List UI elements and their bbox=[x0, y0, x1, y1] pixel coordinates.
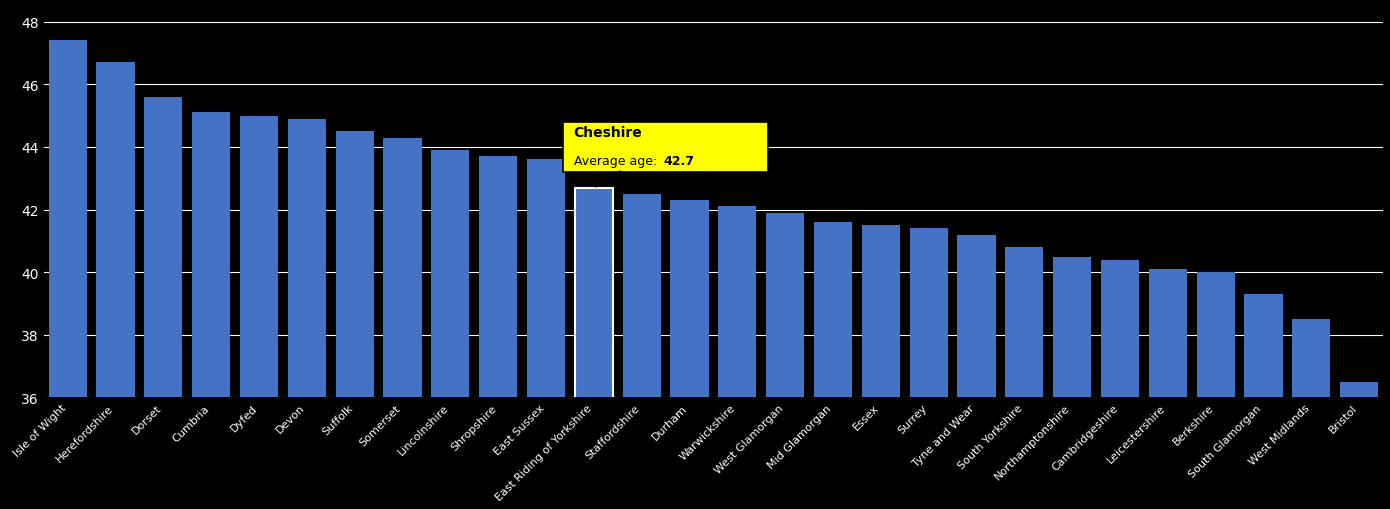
Bar bbox=[766, 213, 805, 509]
Bar bbox=[145, 98, 182, 509]
Bar bbox=[288, 120, 327, 509]
Bar bbox=[815, 222, 852, 509]
Bar bbox=[1148, 270, 1187, 509]
Bar bbox=[958, 235, 995, 509]
Bar bbox=[335, 132, 374, 509]
Bar bbox=[480, 157, 517, 509]
Bar bbox=[623, 194, 660, 509]
Bar bbox=[1054, 257, 1091, 509]
Bar bbox=[527, 160, 566, 509]
Text: 42.7: 42.7 bbox=[663, 154, 694, 167]
Bar bbox=[240, 117, 278, 509]
Bar bbox=[1005, 248, 1044, 509]
Bar bbox=[1293, 320, 1330, 509]
Bar bbox=[909, 229, 948, 509]
Bar bbox=[384, 138, 421, 509]
Text: Cheshire: Cheshire bbox=[574, 126, 642, 140]
Bar bbox=[431, 151, 470, 509]
FancyBboxPatch shape bbox=[563, 123, 769, 173]
Bar bbox=[1101, 260, 1140, 509]
Bar bbox=[574, 188, 613, 509]
Bar bbox=[1244, 295, 1283, 509]
Bar bbox=[49, 41, 86, 509]
Bar bbox=[719, 207, 756, 509]
Bar bbox=[192, 113, 231, 509]
Text: Average age:: Average age: bbox=[574, 154, 662, 167]
Bar bbox=[1197, 273, 1234, 509]
Bar bbox=[96, 63, 135, 509]
Bar bbox=[670, 201, 709, 509]
Bar bbox=[1340, 382, 1379, 509]
Bar bbox=[862, 226, 899, 509]
